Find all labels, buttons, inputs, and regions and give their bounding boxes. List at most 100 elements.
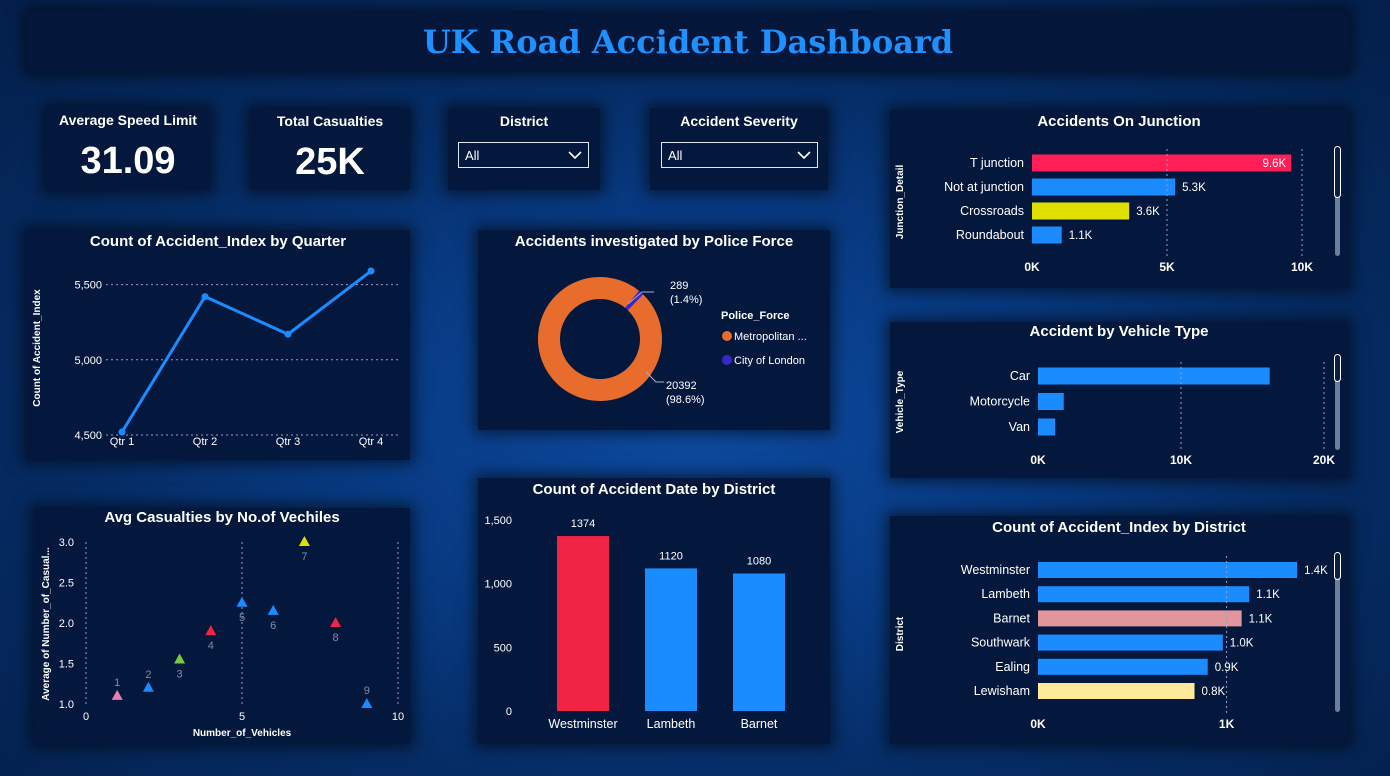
y-tick-label: 5,000 (74, 355, 102, 367)
series-line (120, 269, 372, 433)
x-tick-label: Qtr 2 (193, 436, 217, 448)
point-label: 5 (239, 612, 245, 624)
scatter-point (142, 681, 154, 692)
bar (1038, 393, 1064, 410)
y-tick-label: 5,500 (74, 280, 102, 292)
bar (1038, 562, 1298, 578)
scrollbar-thumb[interactable] (1334, 354, 1341, 382)
vehicle-bar-chart: Car Motorcycle Van 0K 10K 20K Vehicle_Type (895, 362, 1335, 467)
category-label: Lambeth (981, 587, 1030, 601)
data-label: 3.6K (1136, 206, 1160, 218)
scrollbar-thumb[interactable] (1334, 146, 1341, 198)
data-label: 1120 (659, 550, 683, 562)
bar (733, 573, 785, 711)
leader-line (627, 291, 654, 305)
data-label: 1.4K (1304, 565, 1328, 577)
chart-title: Count of Accident_Index by District (992, 519, 1246, 536)
chevron-down-icon (568, 151, 582, 160)
category-label: Crossroads (960, 204, 1024, 218)
y-tick-label: 1,000 (484, 579, 512, 591)
vehicle-chart-card: Accident by Vehicle Type Car Motorcycle Va… (890, 322, 1348, 478)
data-point (201, 293, 209, 301)
scatter-point (267, 604, 279, 615)
police-donut-chart: 289 (1.4%) 20392 (98.6%) Police_Force Metropo… (538, 277, 807, 406)
x-tick-label: 20K (1313, 453, 1335, 467)
kpi-card-avg-speed: Average Speed Limit 31.09 (46, 108, 210, 190)
chart-title: Accidents investigated by Police Force (514, 233, 794, 250)
category-label: Van (1009, 420, 1030, 434)
scatter-chart: 0 5 10 1.0 1.5 2.0 2.5 3.0 1 2 3 4 5 6 7 8 9 Number_of_Ve… (41, 536, 404, 739)
y-tick-label: 2.0 (59, 618, 74, 630)
data-label: 1.1K (1249, 613, 1273, 625)
y-axis-title: Average of Number_of_Casual... (41, 547, 52, 701)
y-tick-label: 500 (494, 642, 512, 654)
bar (1032, 154, 1292, 172)
district-dropdown[interactable]: All (458, 142, 589, 168)
bar (557, 536, 609, 711)
scrollbar-track[interactable] (1335, 552, 1340, 712)
point-label: 3 (177, 668, 183, 680)
bar (1038, 418, 1056, 436)
scrollbar-track[interactable] (1335, 354, 1340, 450)
bar (1038, 610, 1242, 627)
scrollbar-thumb[interactable] (1334, 552, 1341, 580)
bar (1038, 367, 1270, 385)
x-tick-label: 0K (1030, 717, 1046, 731)
data-label: 1080 (747, 555, 771, 567)
x-tick-label: 0K (1024, 260, 1040, 274)
kpi-value: 31.09 (80, 140, 176, 182)
x-tick-label: 5 (239, 711, 245, 723)
category-label: Barnet (993, 611, 1030, 625)
legend-label: Metropolitan ... (734, 331, 807, 343)
x-tick-label: Qtr 1 (110, 436, 134, 448)
legend-marker (722, 355, 732, 365)
bar (1038, 586, 1250, 603)
quarter-chart-card: Count of Accident_Index by Quarter 4,500… (26, 230, 410, 460)
x-tick-label: Qtr 3 (276, 436, 300, 448)
leader-line (645, 371, 664, 383)
slicer-label: District (499, 113, 549, 129)
x-tick-label: 5K (1159, 260, 1175, 274)
severity-slicer: Accident Severity All (650, 108, 828, 190)
bar (1032, 178, 1176, 196)
point-label: 2 (145, 669, 151, 681)
bar (1038, 634, 1223, 651)
bar (1038, 683, 1195, 699)
category-label: Westminster (961, 563, 1030, 577)
pie-slice (625, 290, 644, 311)
chart-title: Count of Accident_Index by Quarter (89, 233, 347, 250)
category-label: Ealing (995, 660, 1030, 674)
data-point (284, 330, 292, 338)
chart-title: Avg Casualties by No.of Vechiles (104, 509, 340, 526)
chevron-down-icon (797, 151, 811, 160)
y-tick-label: 1.5 (59, 659, 74, 671)
category-label: Not at junction (944, 180, 1024, 194)
legend-label: City of London (734, 355, 805, 367)
slicer-label: Accident Severity (680, 113, 798, 129)
y-axis-title: Junction_Detail (895, 165, 906, 240)
dashboard-title: UK Road Accident Dashboard (422, 23, 954, 61)
kpi-label: Average Speed Limit (59, 112, 197, 128)
slice-percent: (98.6%) (666, 394, 705, 406)
junction-bar-chart: T junction 9.6K Not at junction 5.3K Crossro… (895, 149, 1313, 274)
scatter-point (361, 698, 373, 708)
police-chart-card: Accidents investigated by Police Force 2… (478, 230, 830, 430)
x-tick-label: Westminster (548, 717, 617, 731)
x-tick-label: 1K (1219, 717, 1235, 731)
x-tick-label: 0K (1030, 453, 1046, 467)
category-label: Roundabout (956, 228, 1025, 242)
scrollbar-track[interactable] (1335, 146, 1340, 256)
junction-chart-card: Accidents On Junction T junction 9.6K Not … (890, 110, 1348, 288)
data-point (367, 267, 375, 275)
point-label: 9 (364, 685, 370, 697)
slice-label: 289 (670, 280, 688, 292)
y-tick-label: 3.0 (59, 537, 74, 549)
index-district-bar-chart: Westminster 1.4K Lambeth 1.1K Barnet 1.1K Sout… (895, 556, 1328, 731)
pie-slice (538, 277, 662, 401)
category-label: Car (1010, 369, 1030, 383)
dropdown-value: All (668, 147, 683, 163)
point-label: 1 (114, 677, 120, 689)
chart-title: Count of Accident Date by District (532, 481, 776, 498)
chart-title: Accidents On Junction (1037, 113, 1201, 130)
severity-dropdown[interactable]: All (661, 142, 818, 168)
